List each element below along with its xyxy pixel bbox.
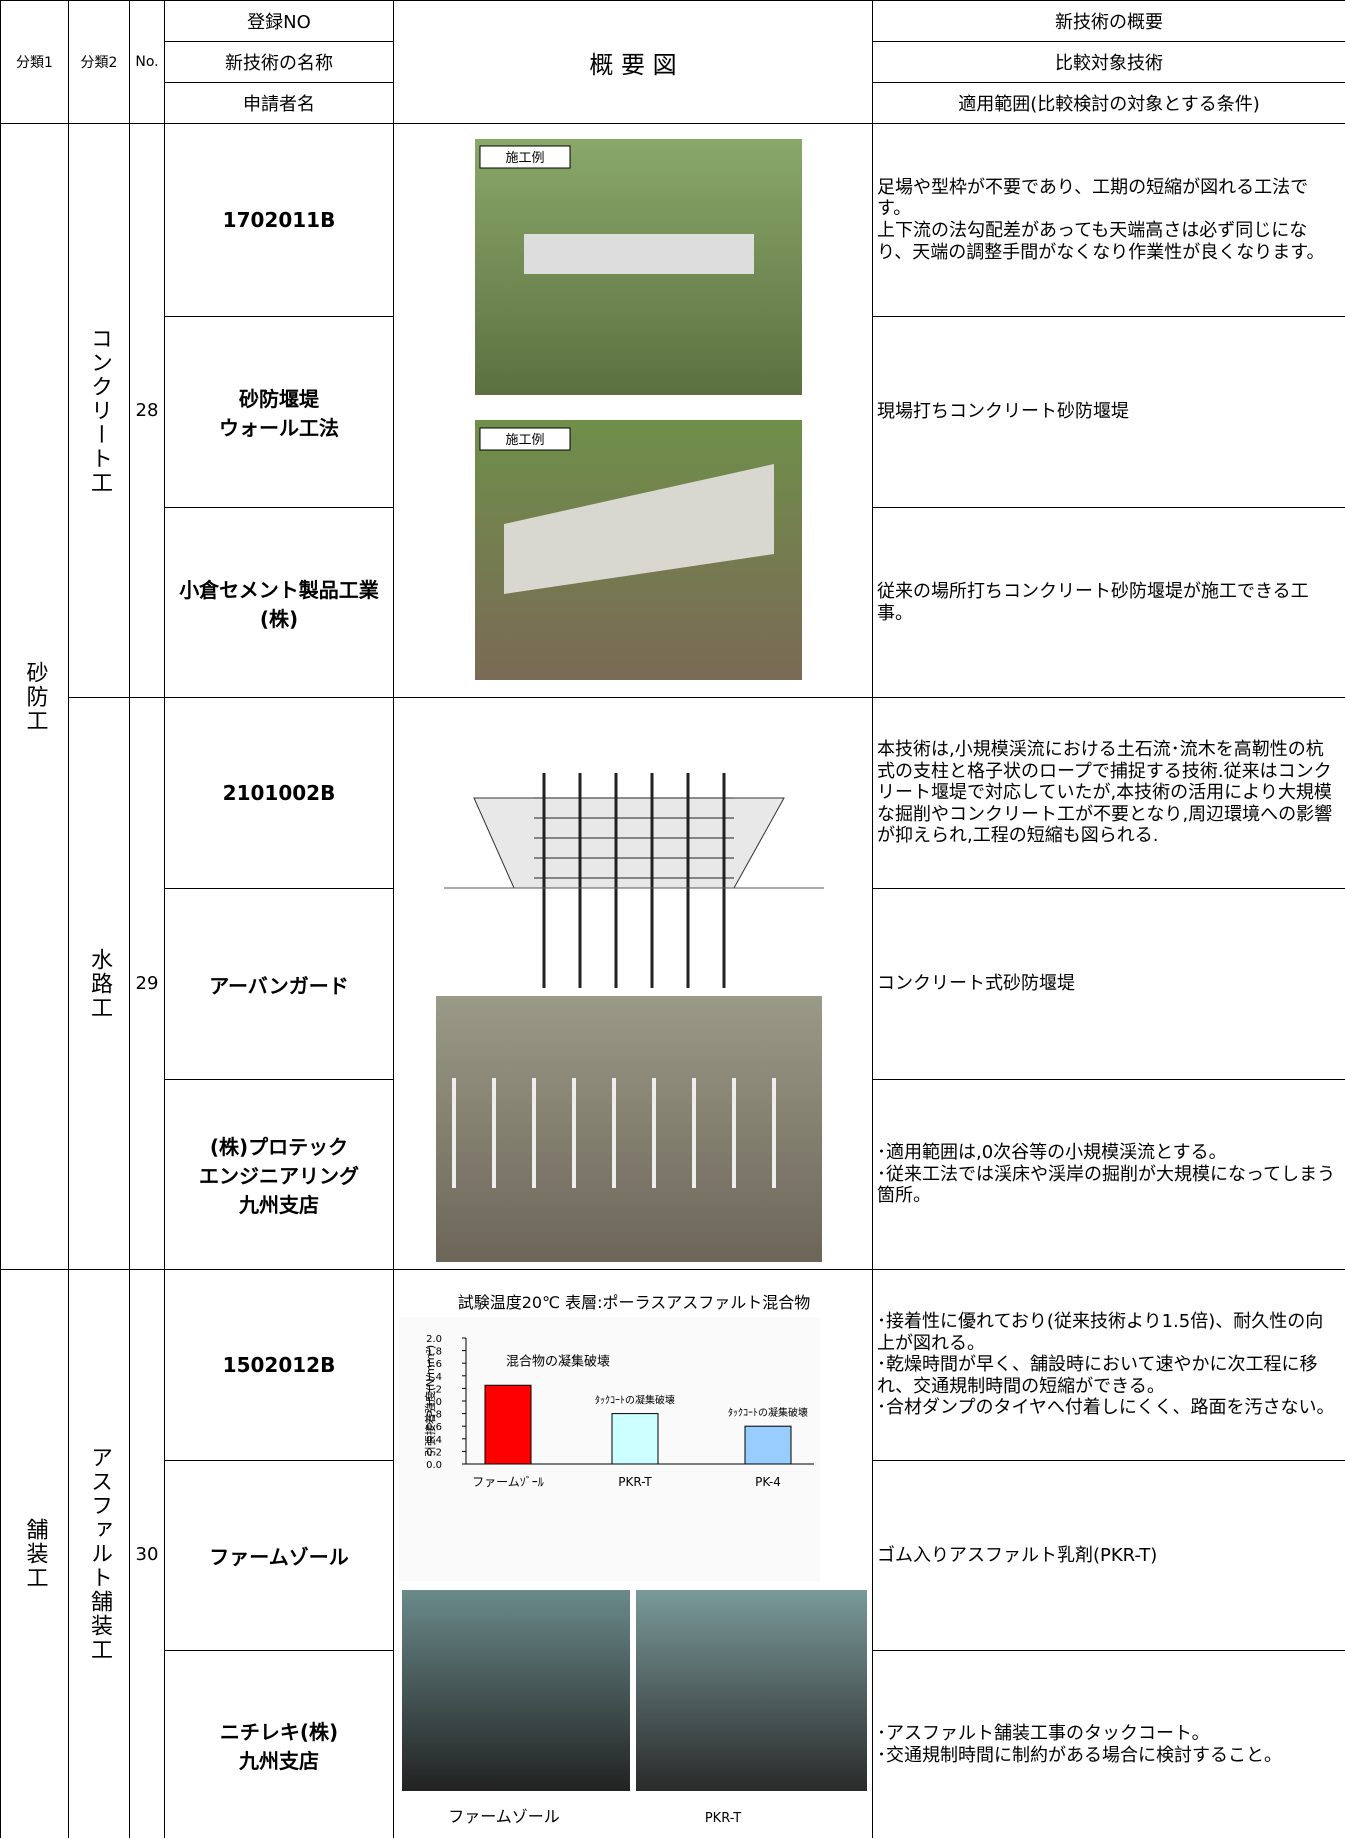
category2-cell: アスファルト舗装工 xyxy=(69,1270,130,1838)
number-cell: 30 xyxy=(130,1270,165,1838)
photo-caption: PKR-T xyxy=(705,1811,741,1826)
applicant: 小倉セメント製品工業 (株) xyxy=(165,508,394,698)
y-axis-label: 引張接着強度(N/mm²) xyxy=(423,1345,437,1457)
x-tick-label: PKR-T xyxy=(618,1475,652,1489)
header-cell: 適用範囲(比較検討の対象とする条件) xyxy=(873,83,1345,124)
bar xyxy=(611,1413,659,1465)
dam-wall xyxy=(504,464,774,594)
category1-cell: 舗装工 xyxy=(1,1270,69,1838)
category2-cell: コンクリート工 xyxy=(69,124,130,698)
registration-no: 1702011B xyxy=(165,124,394,317)
y-tick-label: 2.0 xyxy=(426,1334,442,1345)
dam-wall xyxy=(524,234,754,274)
technology-name: 砂防堰堤 ウォール工法 xyxy=(165,317,394,508)
bar-annotation: ﾀｯｸｺｰﾄの凝集破壊 xyxy=(728,1406,808,1419)
photo-label: 施工例 xyxy=(505,151,544,166)
bar xyxy=(484,1384,532,1465)
diagram xyxy=(436,703,826,1262)
technology-name: アーバンガード xyxy=(165,889,394,1080)
applicant: ニチレキ(株) 九州支店 xyxy=(165,1651,394,1838)
registration-no: 2101002B xyxy=(165,698,394,889)
x-tick-label: PK-4 xyxy=(755,1475,781,1489)
y-tick-label: 1.8 xyxy=(426,1347,442,1358)
overview: ･接着性に優れており(従来技術より1.5倍)、耐久性の向上が図れる。 ･乾燥時間… xyxy=(873,1270,1345,1461)
photo-label-box xyxy=(479,145,571,169)
diagram-cell xyxy=(394,698,873,1270)
photo xyxy=(402,1590,630,1791)
header-cell: 分類1 xyxy=(1,1,69,124)
photo xyxy=(436,996,822,1262)
header-cell: 登録NO xyxy=(165,1,394,42)
diagram-cell: 施工例 施工例 xyxy=(394,124,873,698)
chart-title: 試験温度20℃ 表層:ポーラスアスファルト混合物 xyxy=(458,1293,811,1312)
scope: ･アスファルト舗装工事のタックコート。 ･交通規制時間に制約がある場合に検討する… xyxy=(873,1651,1345,1838)
photo-label: 施工例 xyxy=(505,433,544,448)
number-cell: 29 xyxy=(130,698,165,1270)
diagram: 試験温度20℃ 表層:ポーラスアスファルト混合物 0.0 0.20.4 0.60.8 1… xyxy=(399,1293,867,1826)
comparison: 現場打ちコンクリート砂防堰堤 xyxy=(873,317,1345,508)
header-cell: 概 要 図 xyxy=(394,1,873,124)
header-cell: 分類2 xyxy=(69,1,130,124)
bar xyxy=(744,1425,792,1465)
scope: ･適用範囲は,0次谷等の小規模渓流とする。 ･従来工法では渓床や渓岸の掘削が大規… xyxy=(873,1080,1345,1270)
y-tick-label: 0.0 xyxy=(426,1460,442,1471)
header-cell: 比較対象技術 xyxy=(873,42,1345,83)
y-tick-label: 1.4 xyxy=(426,1372,442,1383)
overview: 本技術は,小規模渓流における土石流･流木を高靭性の杭式の支柱と格子状のロープで捕… xyxy=(873,698,1345,889)
y-tick-label: 0.8 xyxy=(426,1410,442,1421)
y-tick-label: 0.6 xyxy=(426,1422,442,1433)
diagram-cell: 試験温度20℃ 表層:ポーラスアスファルト混合物 0.0 0.2 0.4 0.6 0.8 1… xyxy=(394,1270,873,1838)
header-cell: No. xyxy=(130,1,165,124)
y-tick-label: 1.0 xyxy=(426,1397,442,1408)
bar-annotation: ﾀｯｸｺｰﾄの凝集破壊 xyxy=(595,1394,675,1407)
drawing-body xyxy=(473,797,785,889)
scope: 従来の場所打ちコンクリート砂防堰堤が施工できる工事。 xyxy=(873,508,1345,698)
applicant: (株)プロテック エンジニアリング 九州支店 xyxy=(165,1080,394,1270)
y-tick-label: 1.2 xyxy=(426,1384,442,1395)
y-tick-label: 0.4 xyxy=(426,1435,442,1446)
header-cell: 申請者名 xyxy=(165,83,394,124)
photo-caption: ファームゾール xyxy=(448,1807,560,1826)
x-tick-label: ファームｿﾞｰﾙ xyxy=(472,1475,544,1489)
number-cell: 28 xyxy=(130,124,165,698)
header-cell: 新技術の概要 xyxy=(873,1,1345,42)
category2-cell: 水路工 xyxy=(69,698,130,1270)
y-tick-label: 0.2 xyxy=(426,1447,442,1458)
bar-annotation: 混合物の凝集破壊 xyxy=(506,1353,610,1369)
technology-name: ファームゾール xyxy=(165,1461,394,1651)
category1-cell: 砂防工 xyxy=(1,124,69,1270)
photo-label-box xyxy=(479,427,571,451)
registration-no: 1502012B xyxy=(165,1270,394,1461)
comparison: ゴム入りアスファルト乳剤(PKR-T) xyxy=(873,1461,1345,1651)
header-cell: 新技術の名称 xyxy=(165,42,394,83)
y-tick-label: 1.6 xyxy=(426,1359,442,1370)
photo xyxy=(636,1590,867,1791)
comparison: コンクリート式砂防堰堤 xyxy=(873,889,1345,1080)
overview: 足場や型枠が不要であり、工期の短縮が図れる工法です。 上下流の法勾配差があっても… xyxy=(873,124,1345,317)
